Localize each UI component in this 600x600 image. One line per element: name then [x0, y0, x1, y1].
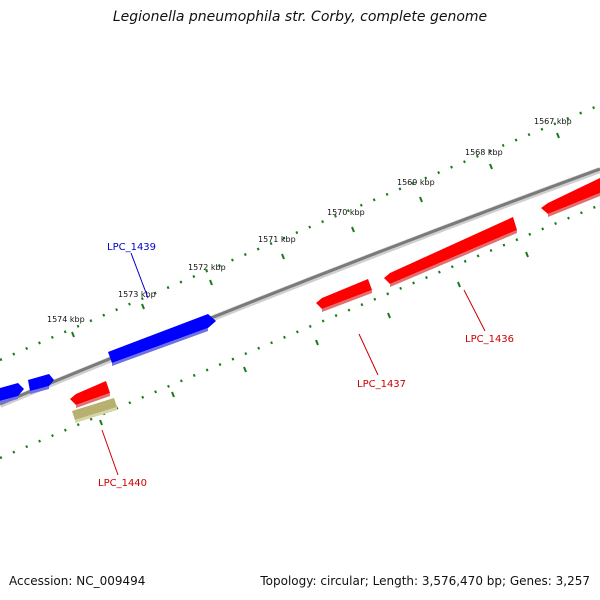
scale-label-1573: 1573 kbp — [118, 290, 156, 299]
scale-label-1572: 1572 kbp — [188, 263, 226, 272]
backbone-shadow — [0, 167, 600, 408]
gene-arrow-lpc-1440-shade — [76, 393, 110, 408]
gene-arrow-lpc-1436-shade — [390, 230, 517, 287]
scale-label-1574: 1574 kbp — [47, 315, 85, 324]
outer-major-ticks — [71, 132, 560, 338]
accession-label: Accession: — [9, 574, 73, 588]
genome-summary: Topology: circular; Length: 3,576,470 bp… — [260, 574, 590, 588]
gene-arrow-blue-small — [28, 374, 54, 391]
scale-label-1570: 1570 kbp — [327, 208, 365, 217]
gene-arrow-lpc-1439-shade — [112, 328, 208, 366]
gene-label-lpc-1439: LPC_1439 — [107, 242, 156, 253]
gene-arrow-lpc-1437-shade — [322, 290, 372, 312]
gene-label-lpc-1440: LPC_1440 — [98, 478, 147, 489]
gene-label-lpc-1437: LPC_1437 — [357, 379, 406, 390]
gene-arrow-lpc-1436 — [384, 217, 517, 284]
reverse-strand-genes — [70, 178, 600, 423]
label-leaders — [101, 252, 486, 476]
accession-footer: Accession: NC_009494 — [9, 574, 145, 588]
backbone — [0, 167, 600, 406]
scale-label-1571: 1571 kbp — [258, 235, 296, 244]
scale-label-1568: 1568 kbp — [465, 148, 503, 157]
gene-labels: LPC_1439 LPC_1440 LPC_1437 LPC_1436 — [98, 242, 514, 489]
gene-label-lpc-1436: LPC_1436 — [465, 334, 514, 345]
inner-scale-ring — [0, 203, 600, 460]
forward-strand-genes — [0, 314, 216, 404]
scale-label-1569: 1569 kbp — [397, 178, 435, 187]
scale-labels: 1567 kbp 1568 kbp 1569 kbp 1570 kbp 1571… — [47, 117, 572, 324]
scale-label-1567: 1567 kbp — [534, 117, 572, 126]
gene-arrow-blue-left-shade — [0, 396, 18, 404]
accession-value: NC_009494 — [76, 574, 146, 588]
rna-bar-lpc-1440 — [72, 398, 117, 420]
gene-arrow-blue-small-shade — [30, 386, 49, 394]
gene-arrow-lpc-1437 — [316, 279, 372, 309]
leader-lpc-1440 — [101, 429, 119, 476]
gene-arrow-red-right-shade — [548, 193, 600, 217]
leader-lpc-1437 — [358, 333, 379, 376]
gene-arrow-blue-left — [0, 383, 24, 401]
rna-bar-lpc-1440-shade — [75, 407, 117, 423]
gene-arrow-red-right — [541, 178, 600, 214]
leader-lpc-1436 — [463, 289, 486, 332]
gene-arrow-lpc-1440 — [70, 381, 110, 405]
gene-arrow-lpc-1439 — [108, 314, 216, 363]
outer-scale-ring — [0, 103, 600, 362]
map-title: Legionella pneumophila str. Corby, compl… — [112, 9, 488, 25]
leader-lpc-1439 — [130, 252, 149, 299]
inner-major-ticks — [99, 251, 529, 426]
